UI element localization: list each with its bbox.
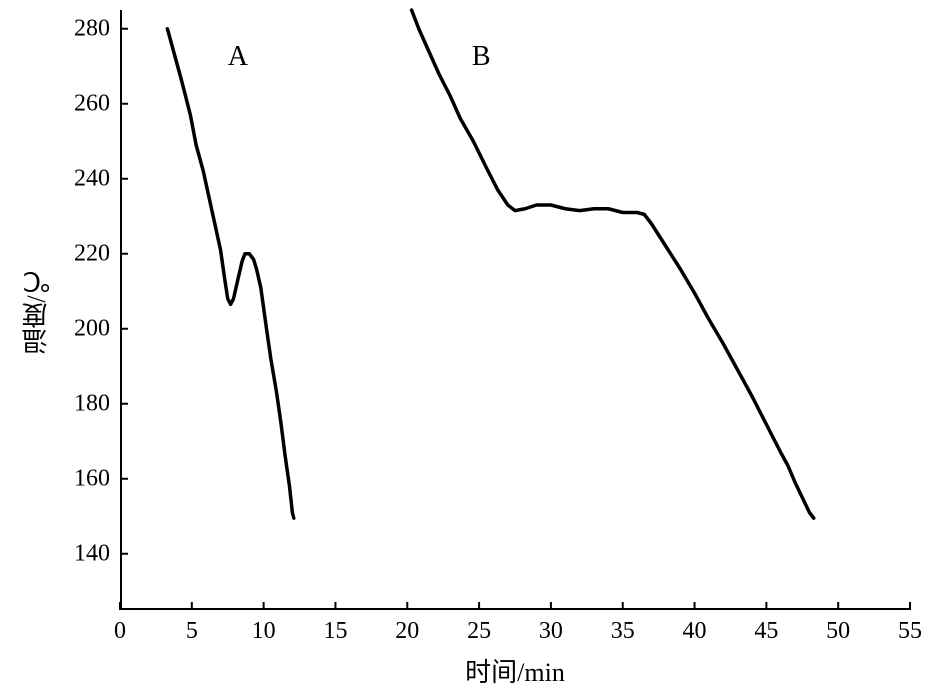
x-tick-label: 45 [754, 618, 778, 645]
y-tick-label: 280 [74, 15, 110, 42]
x-tick-label: 25 [467, 618, 491, 645]
plot-svg [0, 0, 925, 696]
y-tick-label: 180 [74, 390, 110, 417]
series-line-A [167, 29, 293, 518]
y-tick-label: 140 [74, 540, 110, 567]
y-tick-label: 200 [74, 315, 110, 342]
y-tick-label: 220 [74, 240, 110, 267]
x-tick-label: 5 [186, 618, 198, 645]
x-tick-label: 30 [539, 618, 563, 645]
x-tick-label: 15 [323, 618, 347, 645]
x-tick-label: 35 [611, 618, 635, 645]
series-label-A: A [228, 41, 248, 73]
series-label-B: B [472, 41, 491, 73]
x-axis-label: 时间/min [465, 652, 565, 689]
y-tick-label: 160 [74, 465, 110, 492]
y-tick-label: 260 [74, 90, 110, 117]
x-tick-label: 20 [395, 618, 419, 645]
x-tick-label: 40 [683, 618, 707, 645]
series-line-B [412, 10, 814, 518]
x-tick-label: 10 [252, 618, 276, 645]
x-tick-label: 0 [114, 618, 126, 645]
chart-container: 0 5 10 15 20 25 30 35 40 45 50 55 140 160 180 200 220 240… [0, 0, 925, 696]
y-tick-label: 240 [74, 165, 110, 192]
x-tick-label: 50 [826, 618, 850, 645]
y-axis-label: 温度/℃ [18, 265, 55, 354]
x-tick-label: 55 [898, 618, 922, 645]
